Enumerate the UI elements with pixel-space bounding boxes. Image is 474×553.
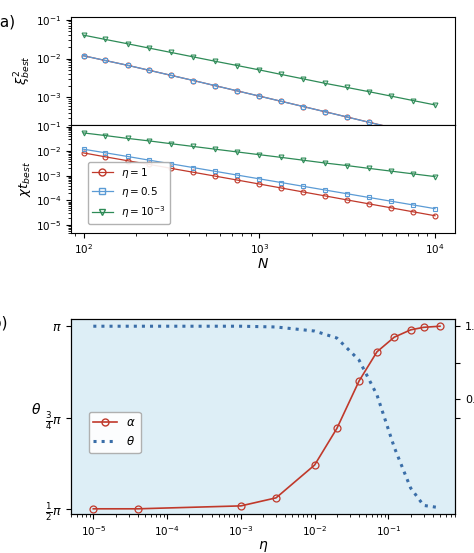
X-axis label: $\eta$: $\eta$ <box>258 539 268 553</box>
Text: (b): (b) <box>0 315 8 330</box>
Legend: $\alpha$, $\theta$: $\alpha$, $\theta$ <box>89 411 141 453</box>
Y-axis label: $\theta$: $\theta$ <box>31 401 41 416</box>
Text: (a): (a) <box>0 14 16 29</box>
Y-axis label: $\chi t_{best}$: $\chi t_{best}$ <box>17 160 33 196</box>
Y-axis label: $\xi^2_{best}$: $\xi^2_{best}$ <box>13 56 33 86</box>
Legend: $\eta = 1$, $\eta = 0.5$, $\eta = 10^{-3}$: $\eta = 1$, $\eta = 0.5$, $\eta = 10^{-3… <box>88 161 170 224</box>
X-axis label: $N$: $N$ <box>257 258 269 272</box>
